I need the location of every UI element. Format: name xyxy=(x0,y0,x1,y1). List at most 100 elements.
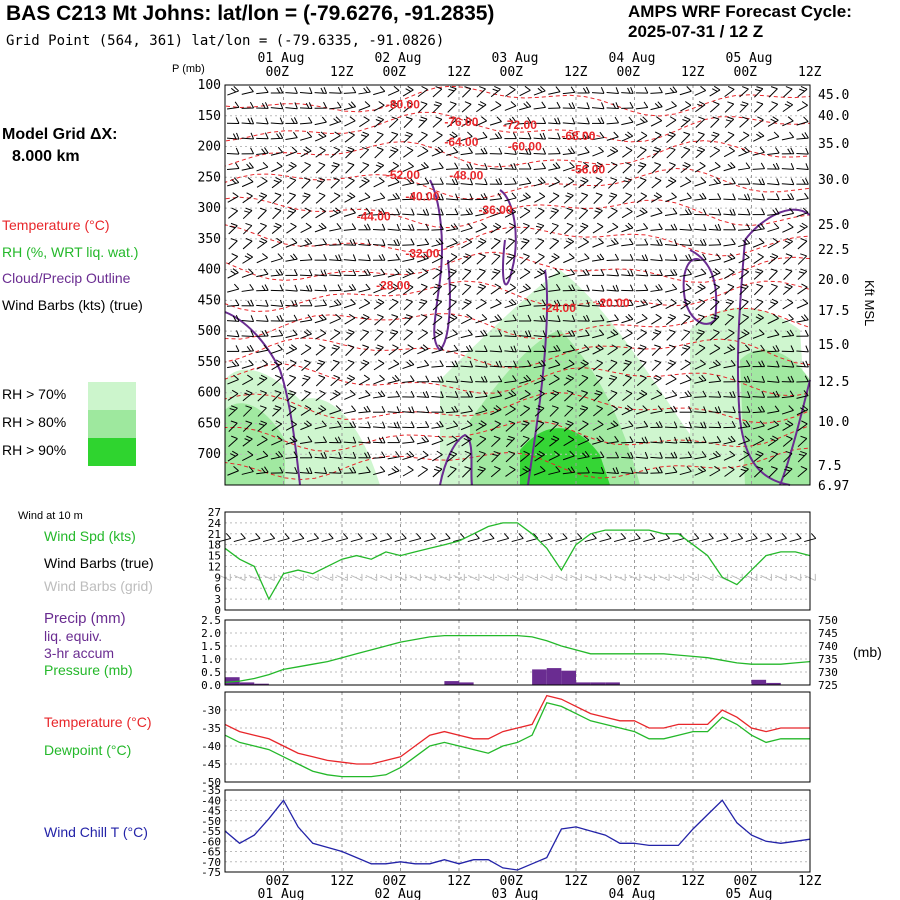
wind-barb xyxy=(285,299,298,307)
barb-flag xyxy=(667,316,674,320)
barb-flag xyxy=(714,161,721,167)
barb-flag xyxy=(498,360,503,368)
barb-flag xyxy=(552,207,559,211)
barb-flag xyxy=(727,346,733,351)
barb-flag xyxy=(639,359,647,363)
legend-rh70: RH > 70% xyxy=(2,386,67,402)
barb-staff xyxy=(562,166,575,172)
wind-barb xyxy=(637,359,647,372)
wind-barb xyxy=(767,375,780,383)
barb-flag xyxy=(480,330,485,337)
barb-flag xyxy=(713,283,720,288)
barb-staff xyxy=(679,243,692,247)
barb-flag xyxy=(236,132,240,140)
wind-barb xyxy=(505,268,516,280)
barb-flag xyxy=(552,238,559,242)
barb-staff xyxy=(665,105,677,111)
barb-flag xyxy=(378,437,383,443)
barb-flag xyxy=(304,390,311,394)
wind-barb xyxy=(227,283,240,293)
wind-barb xyxy=(242,192,253,204)
barb-flag xyxy=(293,269,298,276)
barb-staff xyxy=(563,377,574,386)
barb-staff xyxy=(621,92,634,94)
barb-flag xyxy=(261,435,268,440)
wind-barb xyxy=(651,329,662,341)
barb-flag xyxy=(331,164,338,168)
barb-flag xyxy=(626,405,633,410)
wind-barb xyxy=(650,283,663,292)
barb-staff xyxy=(491,453,501,463)
barb-staff xyxy=(475,168,488,170)
wind-barb xyxy=(372,239,386,247)
barb-flag xyxy=(525,192,531,198)
barb-flag xyxy=(469,193,474,200)
barb-flag xyxy=(644,451,649,459)
barb-flag xyxy=(279,284,284,292)
wind-barb xyxy=(432,313,443,326)
barb-flag xyxy=(406,283,414,288)
wind-barb xyxy=(606,435,619,445)
barb-staff xyxy=(475,226,487,233)
barb-staff xyxy=(270,334,283,338)
wind-barb xyxy=(301,374,311,387)
barb-flag xyxy=(323,467,328,474)
wind-barb xyxy=(709,85,721,97)
barb-flag xyxy=(246,163,251,169)
barb-staff xyxy=(374,347,384,356)
wind-barb xyxy=(374,146,384,159)
barb-flag xyxy=(439,177,444,185)
barb-flag xyxy=(524,389,531,395)
barb-staff xyxy=(665,288,677,293)
wind-barb xyxy=(665,86,678,95)
wind-barb xyxy=(285,269,298,276)
barb-flag xyxy=(727,131,735,136)
barb-staff xyxy=(775,575,787,581)
precip-bar xyxy=(532,669,547,685)
wind-barb xyxy=(374,116,384,128)
wind-barb xyxy=(681,329,691,341)
barb-flag xyxy=(323,451,328,459)
wind-barb xyxy=(387,238,401,246)
barb-staff xyxy=(460,380,473,383)
wind-barb xyxy=(636,329,647,341)
wind-barb xyxy=(446,329,458,339)
barb-staff xyxy=(768,270,778,280)
barb-staff xyxy=(578,392,588,402)
barb-staff xyxy=(402,441,415,444)
wind-barb xyxy=(518,345,532,353)
barb-staff xyxy=(518,137,532,140)
wind-barb xyxy=(664,254,678,262)
barb-staff xyxy=(519,287,531,294)
wind-barb xyxy=(577,253,590,263)
wind-barb xyxy=(533,330,547,338)
model-grid-label: Model Grid ΔX: xyxy=(2,126,118,143)
wind-barb xyxy=(256,466,269,475)
barb-flag xyxy=(367,451,371,459)
wind-barb xyxy=(739,466,749,478)
barb-staff xyxy=(701,575,714,581)
wind-barb xyxy=(519,177,532,186)
wind-barb xyxy=(723,421,736,429)
barb-flag xyxy=(363,224,368,231)
wind-barb xyxy=(752,329,765,339)
barb-flag xyxy=(625,192,632,196)
wind-barb xyxy=(710,314,720,326)
barb-staff xyxy=(300,424,312,431)
wind-barb xyxy=(343,101,357,111)
wind-barb xyxy=(782,283,793,295)
barb-flag xyxy=(581,207,588,211)
barb-flag xyxy=(800,466,808,470)
barb-flag xyxy=(277,146,284,153)
pressure-line xyxy=(224,634,811,684)
wind-barb xyxy=(767,208,780,216)
wind-barb xyxy=(593,192,603,204)
wind-barb xyxy=(315,207,326,219)
barb-staff xyxy=(635,456,648,459)
barb-flag xyxy=(730,359,736,366)
barb-staff xyxy=(666,149,676,159)
wind-barb xyxy=(723,359,736,369)
barb-flag xyxy=(259,207,267,211)
wind-barb xyxy=(533,132,547,140)
height-tick-label: 17.5 xyxy=(818,304,849,319)
